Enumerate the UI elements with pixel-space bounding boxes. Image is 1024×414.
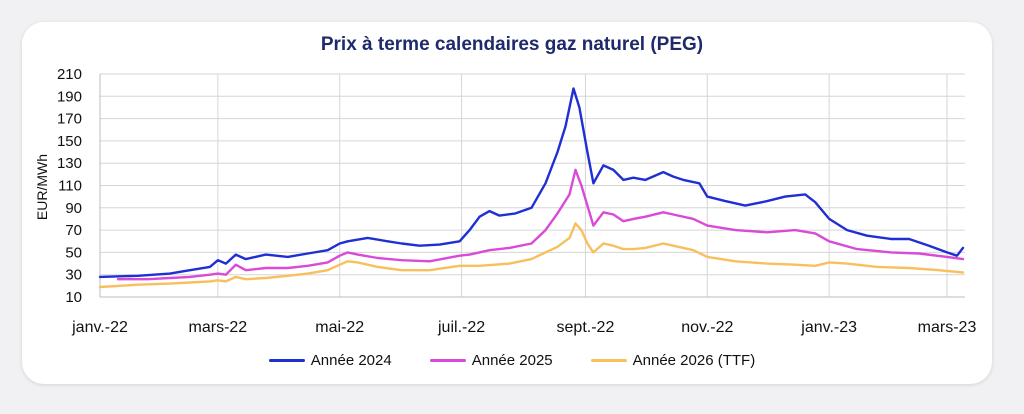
y-tick-label: 90 xyxy=(65,200,82,217)
legend-item-2025: Année 2025 xyxy=(429,352,553,369)
y-tick-label: 70 xyxy=(65,222,82,239)
series-line-2026 xyxy=(98,222,965,289)
legend-item-2024: Année 2024 xyxy=(268,352,392,369)
legend-swatch-2026 xyxy=(590,359,627,362)
y-tick-label: 110 xyxy=(58,178,82,195)
legend-label-2025: Année 2025 xyxy=(471,352,553,369)
y-tick-label: 150 xyxy=(57,133,82,150)
chart-card xyxy=(22,22,992,384)
legend: Année 2024 Année 2025 Année 2026 (TTF) xyxy=(0,352,1024,369)
x-tick-label: janv.-23 xyxy=(800,319,857,336)
series-line-2025 xyxy=(116,168,965,281)
y-tick-label: 170 xyxy=(57,111,82,128)
x-tick-label: nov.-22 xyxy=(681,319,733,336)
y-tick-label: 30 xyxy=(65,267,82,284)
x-tick-label: mai-22 xyxy=(315,319,364,336)
y-tick-label: 190 xyxy=(57,88,82,105)
legend-label-2026: Année 2026 (TTF) xyxy=(632,352,756,369)
x-tick-label: mars-22 xyxy=(189,319,248,336)
legend-label-2024: Année 2024 xyxy=(310,352,392,369)
y-tick-label: 50 xyxy=(65,244,82,261)
y-tick-label: 10 xyxy=(65,289,82,306)
legend-item-2026: Année 2026 (TTF) xyxy=(590,352,756,369)
y-tick-label: 130 xyxy=(57,155,82,172)
series-line-2024 xyxy=(98,87,965,279)
y-tick-label: 210 xyxy=(57,66,82,83)
x-tick-label: sept.-22 xyxy=(557,319,615,336)
chart-title: Prix à terme calendaires gaz naturel (PE… xyxy=(320,34,704,55)
legend-swatch-2024 xyxy=(268,359,305,362)
legend-swatch-2025 xyxy=(429,359,466,362)
x-tick-label: mars-23 xyxy=(918,319,977,336)
x-tick-label: juil.-22 xyxy=(437,319,485,336)
x-tick-label: janv.-22 xyxy=(71,319,128,336)
